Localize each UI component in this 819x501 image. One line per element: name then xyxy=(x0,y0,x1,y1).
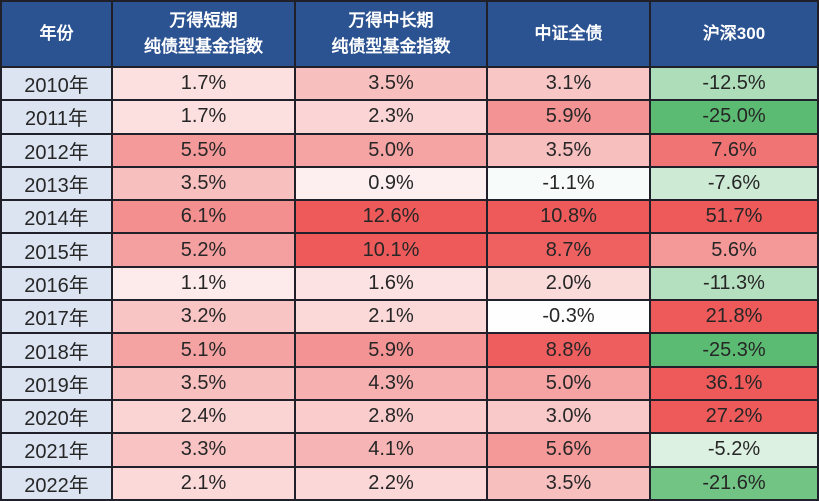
value-cell: -25.3% xyxy=(651,334,819,368)
value-cell: 3.3% xyxy=(113,434,296,468)
year-cell: 2021年 xyxy=(2,434,113,468)
value-cell: -1.1% xyxy=(488,167,651,202)
year-cell: 2014年 xyxy=(2,201,113,235)
value-cell: 5.5% xyxy=(113,134,296,168)
value-cell: 36.1% xyxy=(651,367,819,401)
value-cell: -11.3% xyxy=(651,267,819,302)
value-cell: 21.8% xyxy=(651,301,819,335)
year-cell: 2016年 xyxy=(2,267,113,302)
header-line: 纯债型基金指数 xyxy=(144,37,263,56)
value-cell: 8.7% xyxy=(488,234,651,268)
value-cell: 8.8% xyxy=(488,334,651,368)
value-cell: 3.5% xyxy=(296,68,488,102)
value-cell: 2.0% xyxy=(488,267,651,302)
column-header-csi-aggregate-bond: 中证全债 xyxy=(488,2,651,68)
value-cell: 5.6% xyxy=(488,434,651,468)
value-cell: 2.1% xyxy=(296,301,488,335)
year-cell: 2013年 xyxy=(2,167,113,202)
value-cell: -21.6% xyxy=(651,467,819,501)
header-line: 万得中长期 xyxy=(348,11,434,30)
year-cell: 2012年 xyxy=(2,134,113,168)
year-cell: 2022年 xyxy=(2,467,113,501)
column-header-year: 年份 xyxy=(2,2,113,68)
value-cell: 10.1% xyxy=(296,234,488,268)
column-header-wind-mid-long-term-bond-index: 万得中长期 纯债型基金指数 xyxy=(296,2,488,68)
column-header-csi-300: 沪深300 xyxy=(651,2,819,68)
value-cell: 2.3% xyxy=(296,101,488,135)
column-header-wind-short-term-bond-index: 万得短期 纯债型基金指数 xyxy=(113,2,296,68)
value-cell: 4.3% xyxy=(296,367,488,401)
header-line: 纯债型基金指数 xyxy=(331,37,451,56)
value-cell: 10.8% xyxy=(488,201,651,235)
year-cell: 2015年 xyxy=(2,234,113,268)
value-cell: 5.9% xyxy=(488,101,651,135)
value-cell: -12.5% xyxy=(651,68,819,102)
year-cell: 2010年 xyxy=(2,68,113,102)
value-cell: 5.2% xyxy=(113,234,296,268)
value-cell: 4.1% xyxy=(296,434,488,468)
value-cell: -5.2% xyxy=(651,434,819,468)
year-cell: 2020年 xyxy=(2,400,113,435)
value-cell: 5.9% xyxy=(296,334,488,368)
year-cell: 2019年 xyxy=(2,367,113,401)
year-cell: 2011年 xyxy=(2,101,113,135)
value-cell: 27.2% xyxy=(651,400,819,435)
header-line: 年份 xyxy=(39,24,74,43)
value-cell: -7.6% xyxy=(651,167,819,202)
value-cell: 1.7% xyxy=(113,101,296,135)
header-line: 沪深300 xyxy=(702,24,766,43)
value-cell: 2.2% xyxy=(296,467,488,501)
value-cell: 1.7% xyxy=(113,68,296,102)
year-cell: 2018年 xyxy=(2,334,113,368)
header-line: 万得短期 xyxy=(169,11,238,30)
value-cell: 3.5% xyxy=(113,167,296,202)
value-cell: 0.9% xyxy=(296,167,488,202)
value-cell: 5.0% xyxy=(296,134,488,168)
value-cell: 1.1% xyxy=(113,267,296,302)
value-cell: 3.0% xyxy=(488,400,651,435)
value-cell: 5.6% xyxy=(651,234,819,268)
value-cell: 7.6% xyxy=(651,134,819,168)
value-cell: 2.1% xyxy=(113,467,296,501)
value-cell: 5.0% xyxy=(488,367,651,401)
value-cell: 3.5% xyxy=(488,467,651,501)
value-cell: 2.8% xyxy=(296,400,488,435)
value-cell: 5.1% xyxy=(113,334,296,368)
value-cell: 3.2% xyxy=(113,301,296,335)
value-cell: 6.1% xyxy=(113,201,296,235)
value-cell: 2.4% xyxy=(113,400,296,435)
value-cell: -0.3% xyxy=(488,301,651,335)
value-cell: 3.5% xyxy=(488,134,651,168)
value-cell: 51.7% xyxy=(651,201,819,235)
value-cell: 12.6% xyxy=(296,201,488,235)
value-cell: 3.5% xyxy=(113,367,296,401)
year-cell: 2017年 xyxy=(2,301,113,335)
header-line: 中证全债 xyxy=(534,24,603,43)
value-cell: 1.6% xyxy=(296,267,488,302)
value-cell: -25.0% xyxy=(651,101,819,135)
value-cell: 3.1% xyxy=(488,68,651,102)
